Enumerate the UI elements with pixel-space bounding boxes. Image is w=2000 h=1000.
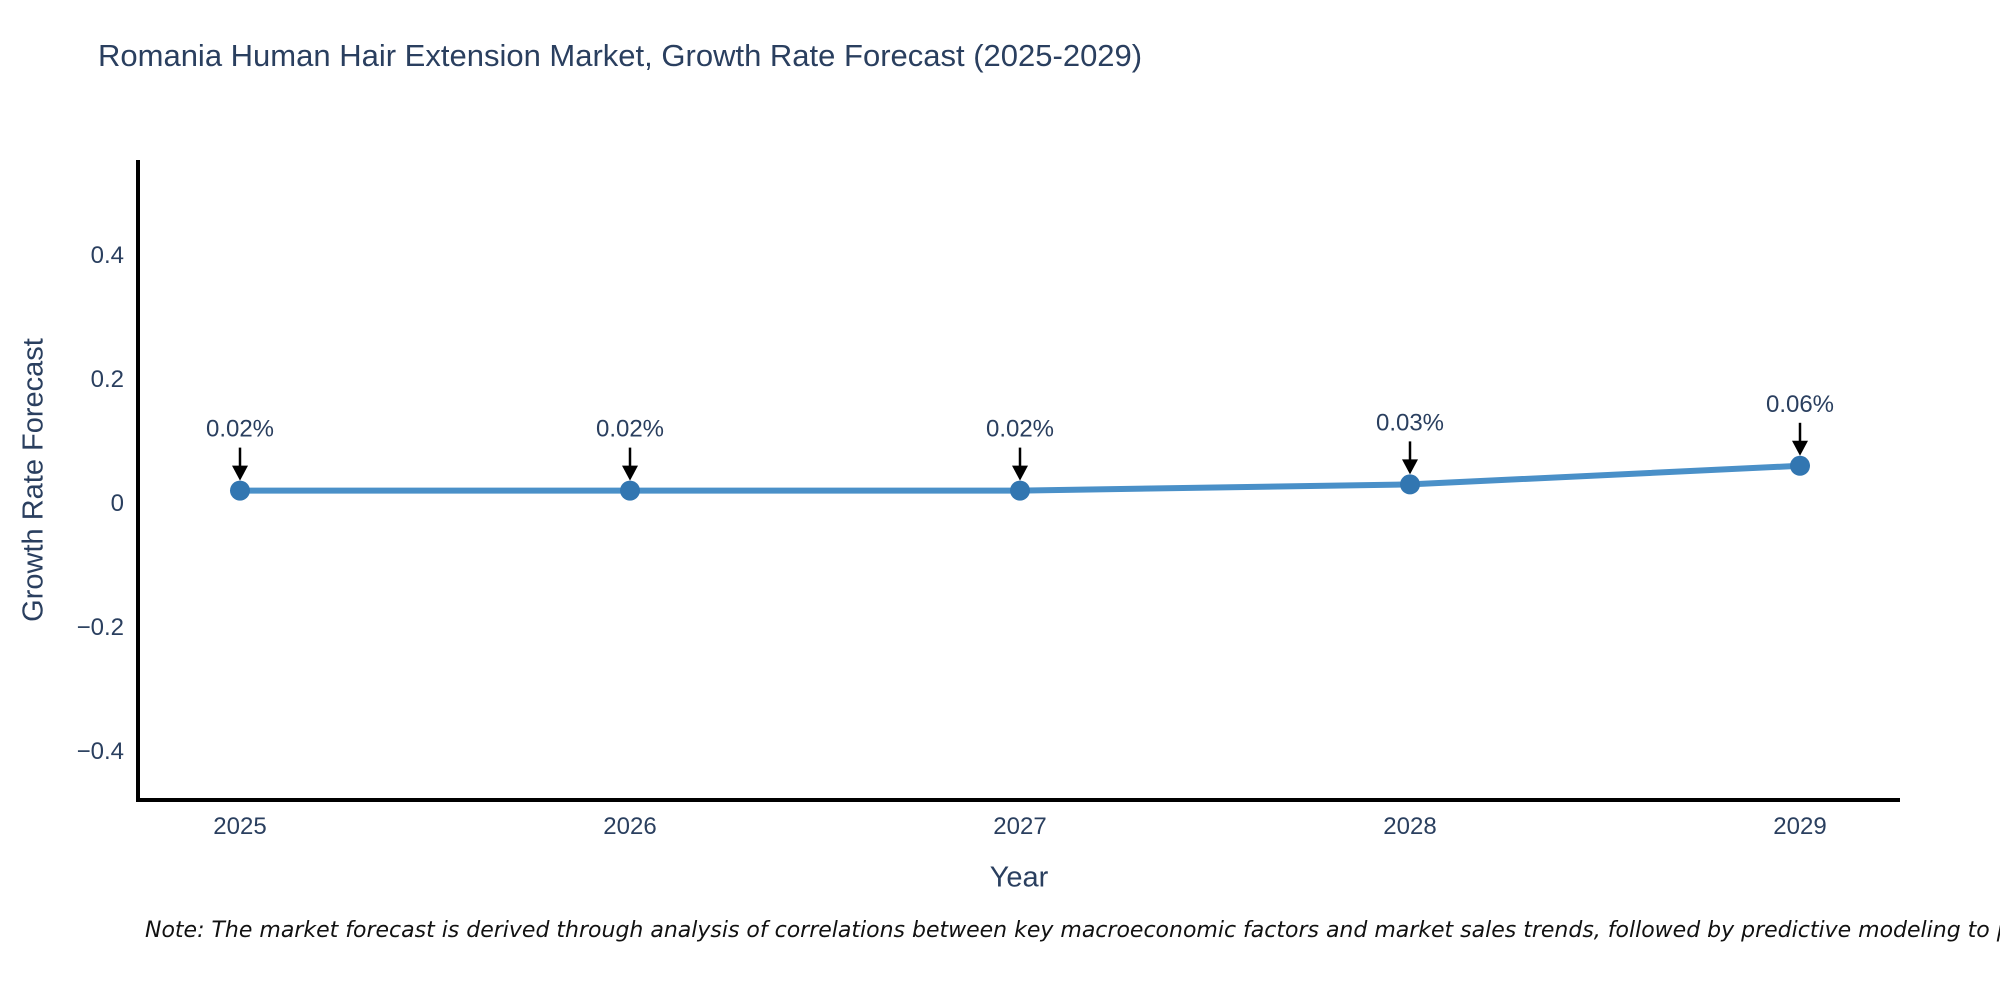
data-point-marker[interactable] [620, 480, 640, 501]
data-point-marker[interactable] [1400, 474, 1420, 495]
data-point-marker[interactable] [1010, 480, 1030, 501]
annotation-arrow-head [232, 465, 248, 481]
x-axis-title: Year [989, 861, 1049, 894]
x-tick-label: 2026 [603, 813, 656, 840]
chart-title: Romania Human Hair Extension Market, Gro… [98, 38, 1143, 73]
y-tick-label: −0.2 [77, 614, 124, 641]
x-tick-label: 2029 [1773, 813, 1826, 840]
data-point-label: 0.03% [1376, 409, 1444, 436]
footnote: Note: The market forecast is derived thr… [145, 918, 2000, 943]
y-tick-label: 0.2 [91, 366, 124, 393]
annotation-arrow-head [622, 465, 638, 481]
data-point-label: 0.02% [986, 416, 1054, 443]
data-point-label: 0.06% [1766, 391, 1834, 418]
y-tick-label: 0.4 [91, 242, 124, 269]
annotation-arrow-head [1012, 465, 1028, 481]
data-point-label: 0.02% [596, 416, 664, 443]
x-tick-label: 2025 [213, 813, 266, 840]
y-tick-label: 0 [111, 490, 124, 517]
data-point-label: 0.02% [206, 416, 274, 443]
axis-lines [136, 160, 1900, 802]
annotation-arrow-head [1792, 440, 1808, 456]
x-tick-label: 2028 [1383, 813, 1436, 840]
x-tick-label: 2027 [993, 813, 1046, 840]
data-point-marker[interactable] [230, 480, 250, 501]
annotation-arrow-head [1402, 459, 1418, 475]
y-tick-label: −0.4 [77, 738, 124, 765]
data-point-marker[interactable] [1790, 455, 1810, 476]
y-axis-title: Growth Rate Forecast [17, 338, 50, 622]
